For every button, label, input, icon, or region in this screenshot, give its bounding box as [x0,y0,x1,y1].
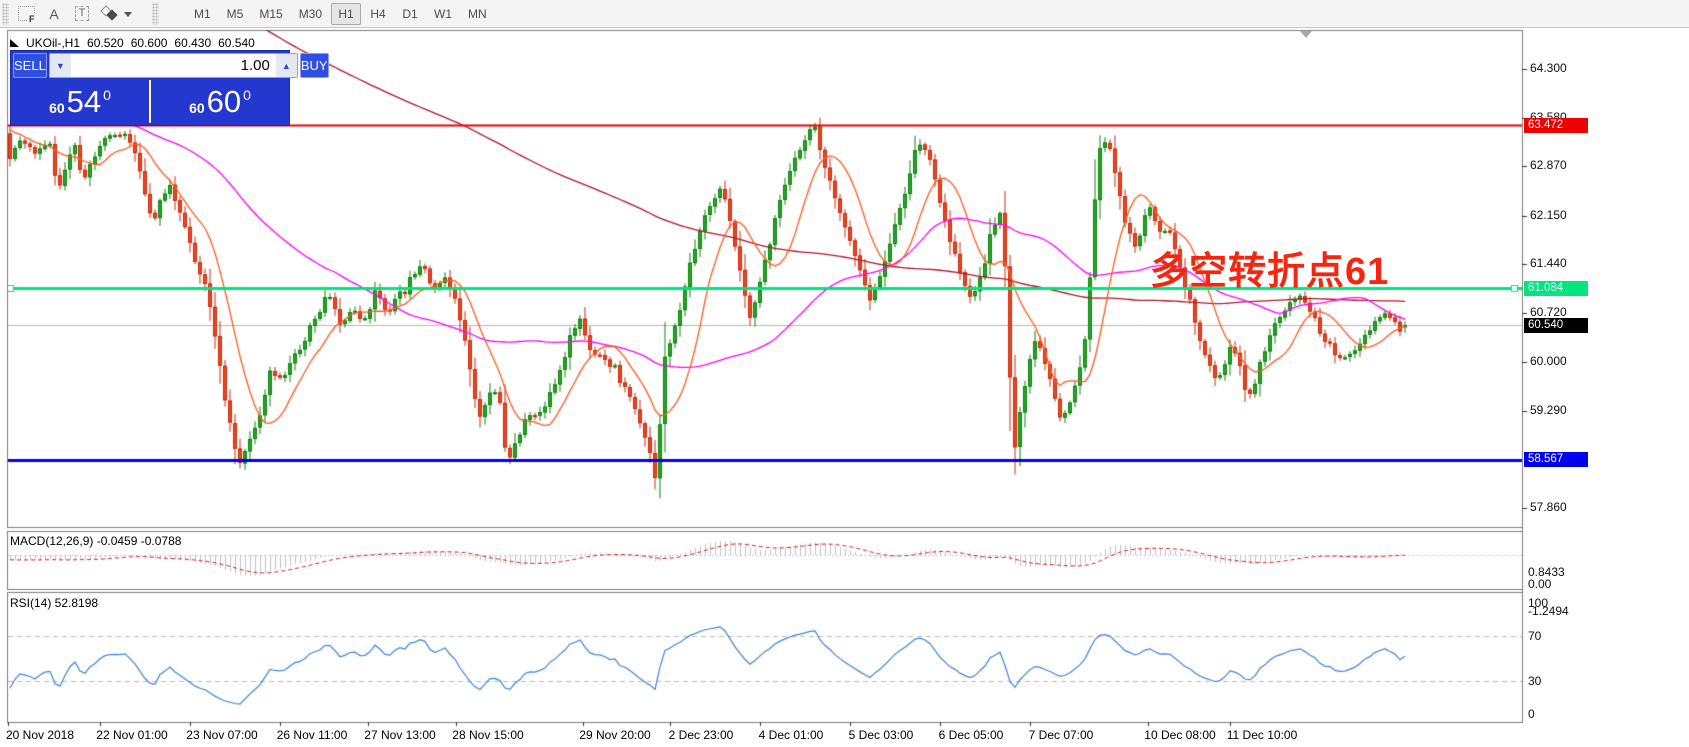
toolbar-drag-handle-2[interactable] [152,2,159,25]
volume-increase-button[interactable]: ▲ [275,54,297,77]
volume-decrease-button[interactable]: ▼ [49,54,71,77]
sell-price-pip: 0 [103,86,111,103]
sell-price[interactable]: 60 54 0 [11,80,149,123]
timeframe-d1[interactable]: D1 [395,3,425,25]
buy-price-decimals: 60 [206,83,242,119]
text-annotation-button[interactable]: A [41,2,67,26]
indicator-grid-icon: F [17,6,35,24]
price-chart-canvas[interactable] [0,28,1689,747]
buy-price[interactable]: 60 60 0 [151,80,289,123]
shapes-dropdown-button[interactable] [97,2,133,26]
one-click-trading-panel: SELL ▼ ▲ BUY 60 54 0 60 60 0 [10,50,329,126]
chart-shift-marker-icon[interactable] [1300,31,1312,38]
timeframe-m1[interactable]: M1 [187,3,218,25]
timeframe-w1[interactable]: W1 [427,3,459,25]
chart-text-annotation[interactable]: 多空转折点61 [1150,251,1390,293]
buy-button[interactable]: BUY [299,53,329,78]
sell-price-decimals: 54 [66,83,102,119]
timeframe-group: M1 M5 M15 M30 H1 H4 D1 W1 MN [186,2,495,25]
dropdown-caret-icon [124,11,132,17]
indicator-list-button[interactable]: F [13,2,39,26]
buy-price-integer: 60 [189,99,205,116]
timeframe-m15[interactable]: M15 [252,3,289,25]
toolbar: F A T M1 M5 M15 M30 H1 H4 D1 W1 MN [0,0,1689,28]
buy-price-pip: 0 [243,86,251,103]
letter-t-icon: T [74,6,90,21]
timeframe-m30[interactable]: M30 [292,3,329,25]
volume-spinner: ▼ ▲ [48,53,298,78]
timeframe-h1[interactable]: H1 [331,2,362,25]
sell-button[interactable]: SELL [13,53,47,78]
letter-a-icon: A [49,5,59,22]
toolbar-drag-handle[interactable] [2,2,9,25]
text-label-button[interactable]: T [69,2,95,26]
chart-window: UKOil-,H1 60.520 60.600 60.430 60.540 SE… [0,28,1689,747]
price-divider [149,80,151,123]
volume-input[interactable] [70,54,276,77]
timeframe-mn[interactable]: MN [461,3,494,25]
sell-price-integer: 60 [49,99,65,116]
timeframe-h4[interactable]: H4 [363,3,393,25]
timeframe-m5[interactable]: M5 [220,3,251,25]
